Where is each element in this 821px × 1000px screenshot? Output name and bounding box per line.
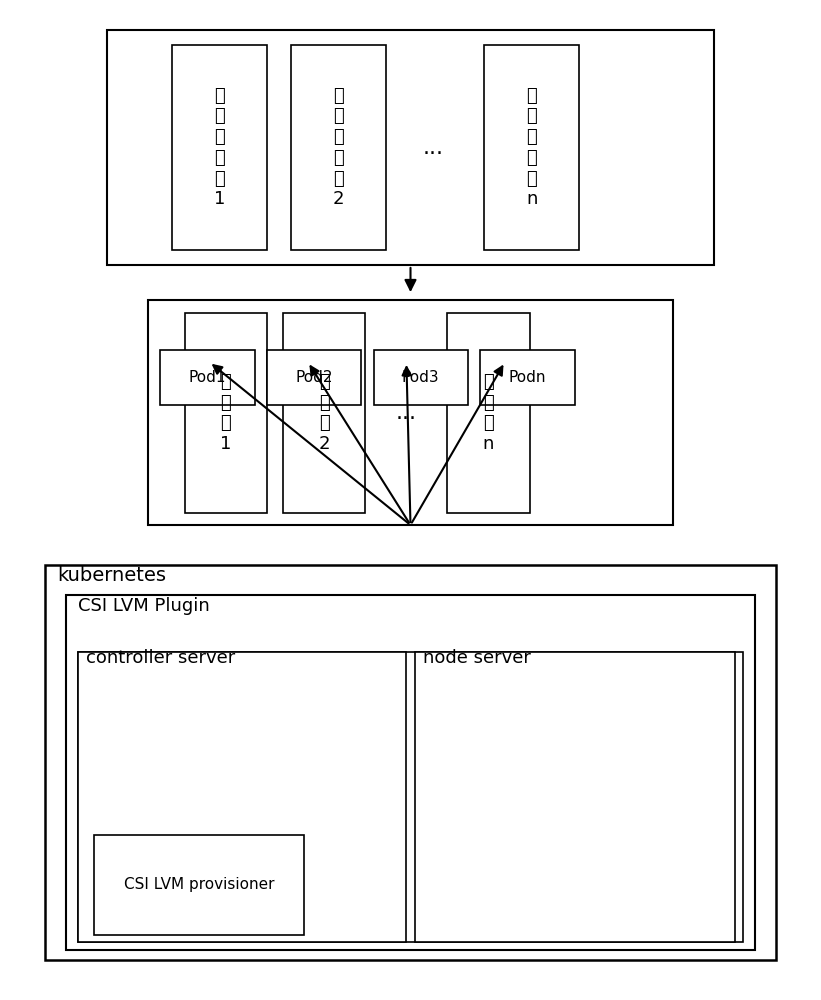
Text: CSI LVM provisioner: CSI LVM provisioner	[124, 878, 274, 892]
Text: Pod1: Pod1	[189, 370, 226, 385]
Text: node server: node server	[423, 649, 530, 667]
Bar	[107, 30, 714, 265]
Text: 逻
辑
卷
1: 逻 辑 卷 1	[220, 373, 232, 453]
Text: 物
理
机
节
点
1: 物 理 机 节 点 1	[214, 87, 225, 209]
Text: 物
理
机
节
点
2: 物 理 机 节 点 2	[333, 87, 345, 209]
Bar	[66, 595, 755, 950]
Bar	[78, 652, 743, 942]
Bar	[267, 350, 361, 405]
Bar	[374, 350, 468, 405]
Text: CSI LVM Plugin: CSI LVM Plugin	[78, 597, 209, 615]
Text: ...: ...	[396, 403, 417, 423]
Text: 物
理
机
节
点
n: 物 理 机 节 点 n	[526, 87, 537, 209]
Text: Pod2: Pod2	[296, 370, 333, 385]
Bar	[160, 350, 255, 405]
Text: kubernetes: kubernetes	[57, 566, 167, 585]
Bar	[484, 45, 579, 250]
Bar	[78, 652, 406, 942]
Text: controller server: controller server	[86, 649, 236, 667]
Bar	[172, 45, 267, 250]
Bar	[283, 313, 365, 513]
Bar	[480, 350, 575, 405]
Bar	[94, 835, 304, 935]
Bar	[45, 565, 776, 960]
Bar	[447, 313, 530, 513]
Bar	[148, 300, 673, 525]
Text: 逻
辑
卷
2: 逻 辑 卷 2	[319, 373, 330, 453]
Bar	[291, 45, 386, 250]
Text: Pod3: Pod3	[402, 370, 439, 385]
Bar	[415, 652, 735, 942]
Text: ...: ...	[423, 137, 443, 157]
Text: Podn: Podn	[509, 370, 546, 385]
Text: 逻
辑
卷
n: 逻 辑 卷 n	[483, 373, 494, 453]
Bar	[185, 313, 267, 513]
